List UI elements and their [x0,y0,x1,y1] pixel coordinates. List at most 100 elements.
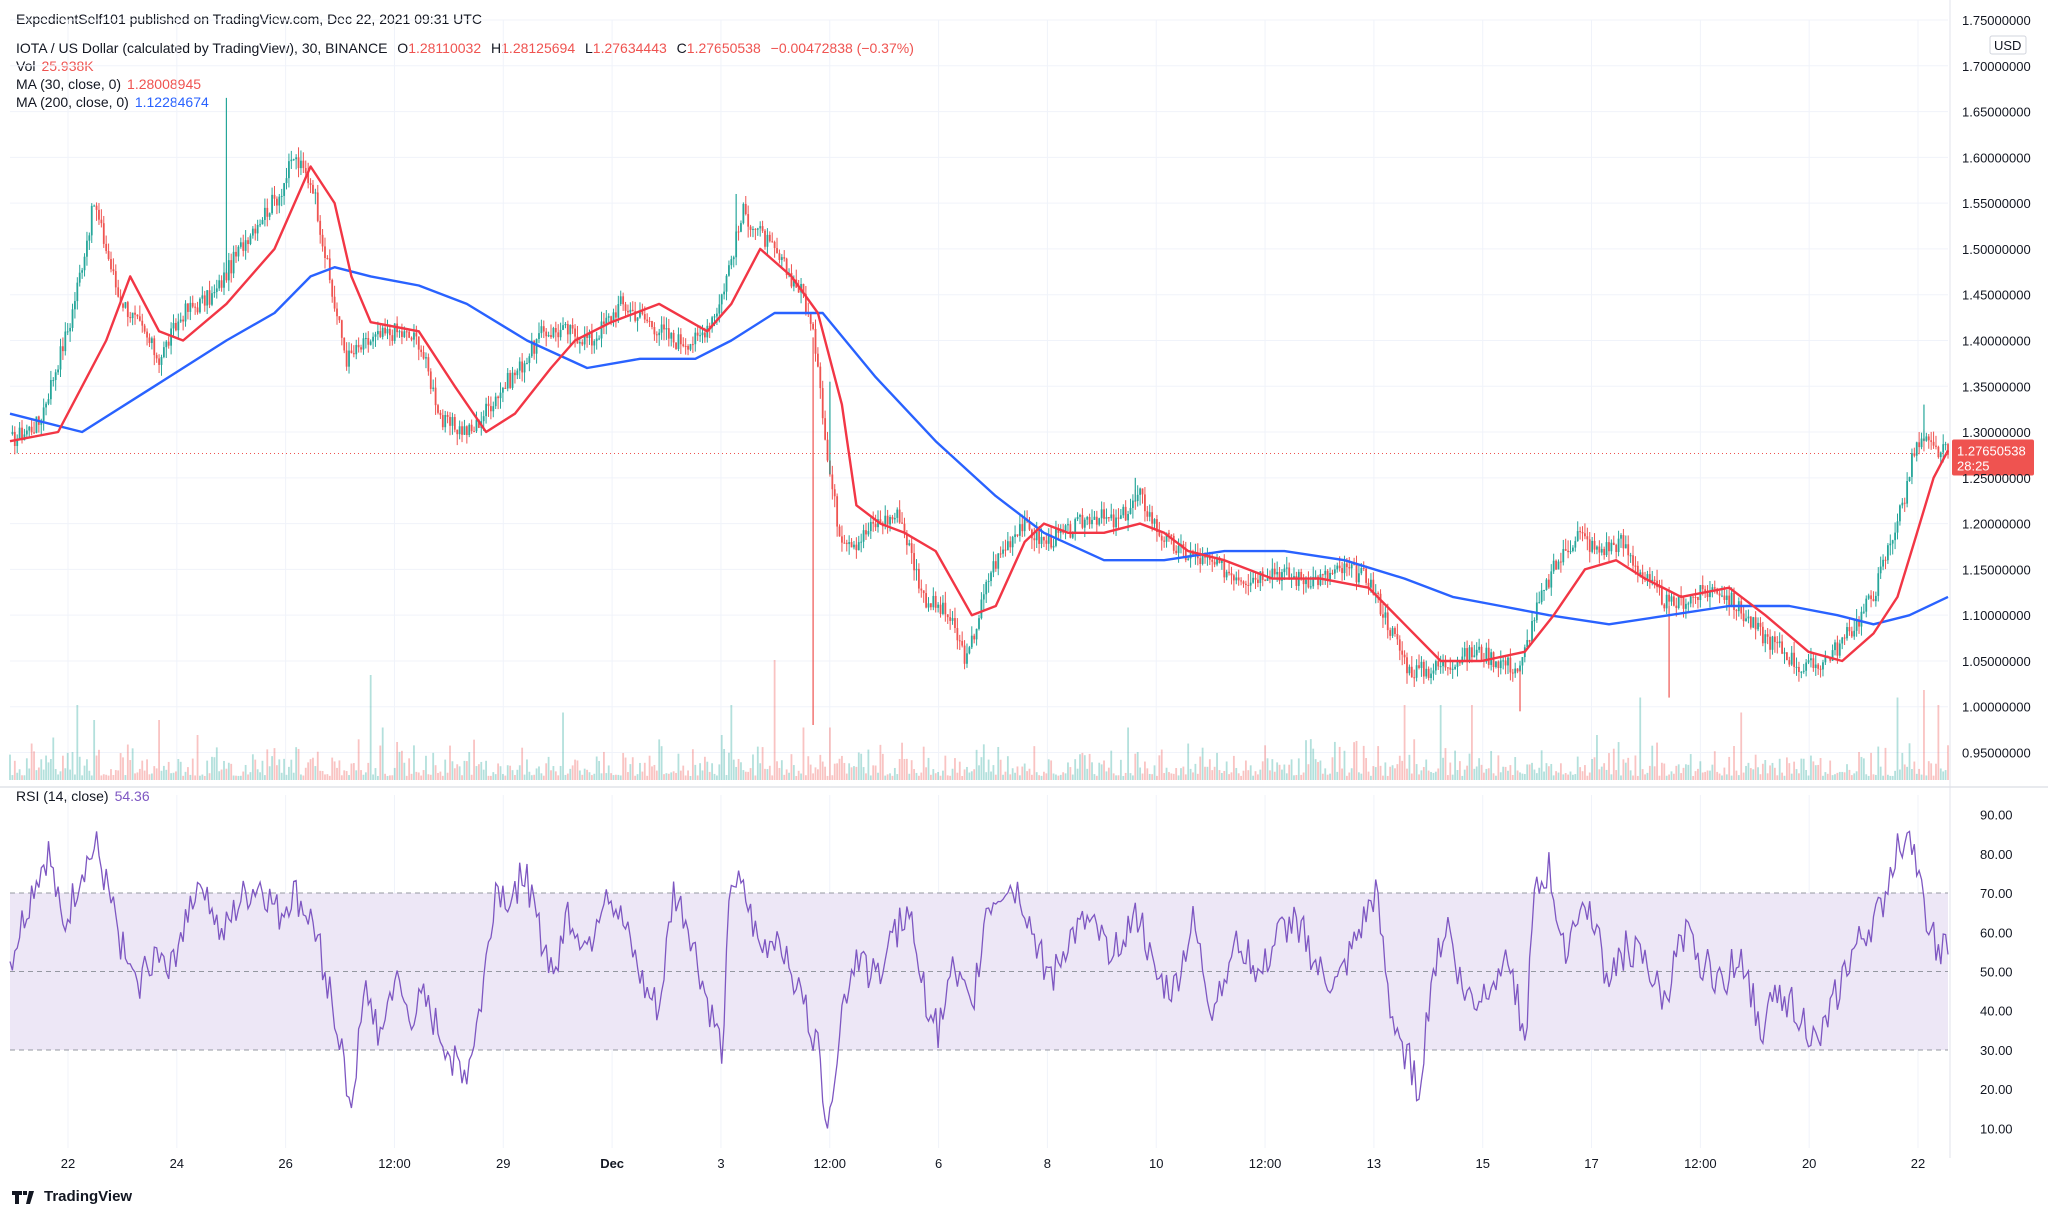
volume-bar [326,774,329,780]
candle-body [492,406,495,412]
volume-bar [677,753,680,780]
volume-bar [100,775,103,780]
volume-bar [1944,770,1947,780]
candle-body [40,420,43,425]
volume-bar [1800,758,1803,780]
volume-bar [1651,745,1654,780]
candle-body [1415,665,1418,678]
volume-bar [598,760,600,780]
volume-bar [1896,697,1899,780]
volume-bar [1704,771,1707,780]
volume-bar [81,775,84,780]
candle-body [1259,571,1262,584]
candle-body [812,323,814,329]
volume-bar [1312,748,1315,780]
candle-body [1853,630,1856,637]
volume-bar [1836,772,1839,780]
candle-body [333,296,336,309]
candle-body [425,357,427,359]
candle-body [841,536,843,543]
volume-bar [927,757,930,780]
candle-body [1740,601,1743,614]
candle-body [1773,636,1776,643]
volume-bar [622,752,625,780]
volume-bar [730,705,733,780]
close-value: 1.27650538 [686,40,761,56]
volume-bar [634,775,637,780]
candle-body [1362,567,1365,569]
candle-body [1285,567,1288,569]
volume-bar [689,775,692,780]
open-value: 1.28110032 [408,40,482,56]
candle-body [627,310,629,313]
volume-bar [401,750,403,780]
candle-body [1615,544,1618,553]
volume-bar [1139,767,1141,780]
candle-body [384,327,386,334]
candle-body [1579,531,1582,533]
footer-brand[interactable]: TradingView [12,1188,132,1205]
rsi-axis: 10.0020.0030.0040.0050.0060.0070.0080.00… [1980,808,2013,1137]
candle-body [1242,581,1245,584]
volume-bar [1430,771,1432,780]
volume-bar [1305,740,1307,780]
candle-body [1682,597,1685,609]
candle-body [211,293,213,305]
volume-bar [1163,773,1166,780]
volume-bar [1819,758,1822,780]
candle-body [362,338,365,350]
candle-body [1076,516,1079,520]
candle-body [153,338,156,356]
volume-bar [1180,768,1182,780]
candle-body [603,321,605,324]
volume-bar [271,756,273,780]
volume-bar [1466,765,1469,780]
candle-body [25,430,28,435]
candle-body [372,336,374,342]
volume-bar [1040,775,1043,780]
candle-body [463,426,466,435]
volume-bar [1747,762,1750,780]
volume-bar [1247,770,1250,780]
volume-bar [771,775,774,780]
candle-body [696,332,699,336]
volume-bar [865,773,867,780]
volume-bar [86,759,88,780]
ma30-value: 1.28008945 [127,76,202,92]
candle-body [860,541,863,543]
candle-body [1067,524,1069,526]
candle-body [1235,577,1238,581]
candle-body [853,544,855,548]
volume-bar [1187,743,1190,780]
candle-body [754,228,757,230]
candle-body [1807,660,1810,663]
candle-body [1911,453,1913,477]
volume-bar [1394,768,1396,780]
volume-bar [499,766,502,780]
volume-bar [76,705,79,780]
candle-body [1389,630,1392,636]
volume-bar [535,768,538,780]
volume-bar [1446,775,1449,780]
candle-body [249,235,252,244]
volume-bar [615,774,617,780]
volume-bar [502,774,504,780]
volume-bar [1668,774,1670,780]
volume-bar [1127,727,1129,780]
candle-body [999,553,1002,555]
candle-body [1064,525,1067,533]
candle-body [1232,575,1235,581]
volume-bar [480,761,483,780]
volume-bar [405,775,408,780]
volume-bar [1401,760,1404,780]
candle-body [1622,535,1625,549]
volume-bar [629,764,632,780]
candle-body [35,416,38,433]
price-tick-label: 1.65000000 [1962,105,2031,120]
candle-body [1144,494,1146,512]
candle-body [951,618,954,621]
volume-bar [307,762,310,780]
candle-body [1545,579,1548,590]
candle-body [651,321,653,328]
